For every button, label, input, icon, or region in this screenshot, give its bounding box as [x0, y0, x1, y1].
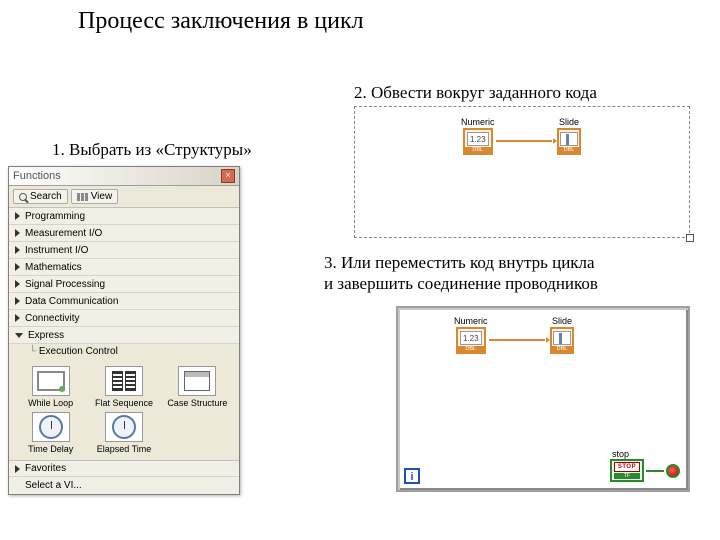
wire	[496, 140, 552, 142]
numeric-terminal: 1.23 DBL	[463, 128, 493, 155]
close-icon[interactable]: ×	[221, 169, 235, 183]
numeric-label: Numeric	[461, 117, 495, 127]
row-select-vi[interactable]: Select a VI...	[9, 477, 239, 494]
row-connectivity[interactable]: Connectivity	[9, 310, 239, 327]
row-express[interactable]: Express	[9, 327, 239, 344]
page-title: Процесс заключения в цикл	[78, 8, 364, 35]
functions-palette: Functions × Search View Programming Meas…	[8, 166, 240, 495]
stop-terminal[interactable]: STOP TF	[610, 459, 644, 482]
loop-condition-terminal[interactable]	[666, 464, 680, 478]
row-label: Data Communication	[25, 296, 118, 307]
row-mathematics[interactable]: Mathematics	[9, 259, 239, 276]
search-icon	[19, 193, 27, 201]
subcat-label: Execution Control	[39, 346, 118, 357]
time-delay-item[interactable]: Time Delay	[15, 412, 86, 454]
row-label: Connectivity	[25, 313, 79, 324]
flat-sequence-item[interactable]: Flat Sequence	[88, 366, 159, 408]
stop-group: stop STOP TF	[610, 449, 680, 482]
numeric-node[interactable]: Numeric 1.23 DBL	[454, 316, 488, 354]
flat-sequence-icon	[105, 366, 143, 396]
stop-label: stop	[612, 449, 629, 459]
slide-display	[553, 331, 571, 345]
selection-rectangle[interactable]: Numeric 1.23 DBL Slide DBL	[354, 106, 690, 238]
row-label: Mathematics	[25, 262, 82, 273]
row-favorites[interactable]: Favorites	[9, 460, 239, 477]
numeric-terminal: 1.23 DBL	[456, 327, 486, 354]
view-button[interactable]: View	[71, 189, 119, 204]
while-loop-icon	[32, 366, 70, 396]
expand-icon	[15, 229, 20, 237]
while-loop-item[interactable]: While Loop	[15, 366, 86, 408]
row-label: Measurement I/O	[25, 228, 102, 239]
row-data-communication[interactable]: Data Communication	[9, 293, 239, 310]
stop-wire	[646, 470, 664, 472]
icon-grid: While Loop Flat Sequence Case Structure …	[9, 360, 239, 460]
slide-terminal: DBL	[557, 128, 581, 155]
expand-icon	[15, 212, 20, 220]
search-label: Search	[30, 191, 62, 202]
iteration-terminal[interactable]: i	[404, 468, 420, 484]
step1-label: 1. Выбрать из «Структуры»	[52, 140, 252, 160]
empty-cell	[162, 412, 233, 454]
icon-label: Flat Sequence	[95, 398, 153, 408]
case-structure-icon	[178, 366, 216, 396]
step3-line1: 3. Или переместить код внутрь цикла	[324, 253, 595, 272]
wire	[489, 339, 545, 341]
numeric-display: 1.23	[460, 331, 482, 345]
expand-icon	[15, 263, 20, 271]
dbl-label: DBL	[465, 147, 491, 153]
time-delay-icon	[32, 412, 70, 442]
step3-line2: и завершить соединение проводников	[324, 274, 598, 293]
expand-icon	[15, 246, 20, 254]
row-label: Favorites	[25, 463, 66, 474]
tf-label: TF	[614, 473, 640, 479]
slide-terminal: DBL	[550, 327, 574, 354]
icon-label: Elapsed Time	[97, 444, 152, 454]
elapsed-time-icon	[105, 412, 143, 442]
stop-button-icon: STOP	[614, 462, 640, 472]
dbl-label: DBL	[552, 346, 572, 352]
numeric-label: Numeric	[454, 316, 488, 326]
elapsed-time-item[interactable]: Elapsed Time	[88, 412, 159, 454]
view-label: View	[91, 191, 113, 202]
slide-label: Slide	[552, 316, 572, 326]
palette-toolbar: Search View	[9, 186, 239, 208]
node-group-step3: Numeric 1.23 DBL Slide DBL	[454, 316, 574, 354]
row-measurement-io[interactable]: Measurement I/O	[9, 225, 239, 242]
expand-icon	[15, 314, 20, 322]
step3-label: 3. Или переместить код внутрь цикла и за…	[324, 252, 598, 295]
numeric-node[interactable]: Numeric 1.23 DBL	[461, 117, 495, 155]
node-group-step2: Numeric 1.23 DBL Slide DBL	[461, 117, 581, 155]
row-label: Programming	[25, 211, 85, 222]
search-button[interactable]: Search	[13, 189, 68, 204]
icon-label: While Loop	[28, 398, 73, 408]
expand-icon	[15, 297, 20, 305]
subcategory-execution-control: └ Execution Control	[9, 344, 239, 360]
row-label: Instrument I/O	[25, 245, 88, 256]
slide-display	[560, 132, 578, 146]
row-label: Express	[28, 330, 64, 341]
row-signal-processing[interactable]: Signal Processing	[9, 276, 239, 293]
case-structure-item[interactable]: Case Structure	[162, 366, 233, 408]
step2-label: 2. Обвести вокруг заданного кода	[354, 83, 597, 103]
numeric-display: 1.23	[467, 132, 489, 146]
slide-label: Slide	[559, 117, 579, 127]
row-instrument-io[interactable]: Instrument I/O	[9, 242, 239, 259]
slide-node[interactable]: Slide DBL	[550, 316, 574, 354]
view-icon	[77, 193, 88, 201]
dbl-label: DBL	[559, 147, 579, 153]
palette-title-text: Functions	[13, 170, 61, 182]
slide-node[interactable]: Slide DBL	[557, 117, 581, 155]
while-loop-structure[interactable]: Numeric 1.23 DBL Slide DBL i stop STOP T…	[396, 306, 690, 492]
row-programming[interactable]: Programming	[9, 208, 239, 225]
palette-titlebar[interactable]: Functions ×	[9, 167, 239, 186]
expand-icon	[15, 280, 20, 288]
collapse-icon	[15, 333, 23, 338]
dbl-label: DBL	[458, 346, 484, 352]
row-label: Select a VI...	[25, 480, 82, 491]
row-label: Signal Processing	[25, 279, 105, 290]
expand-icon	[15, 465, 20, 473]
icon-label: Time Delay	[28, 444, 73, 454]
icon-label: Case Structure	[167, 398, 227, 408]
